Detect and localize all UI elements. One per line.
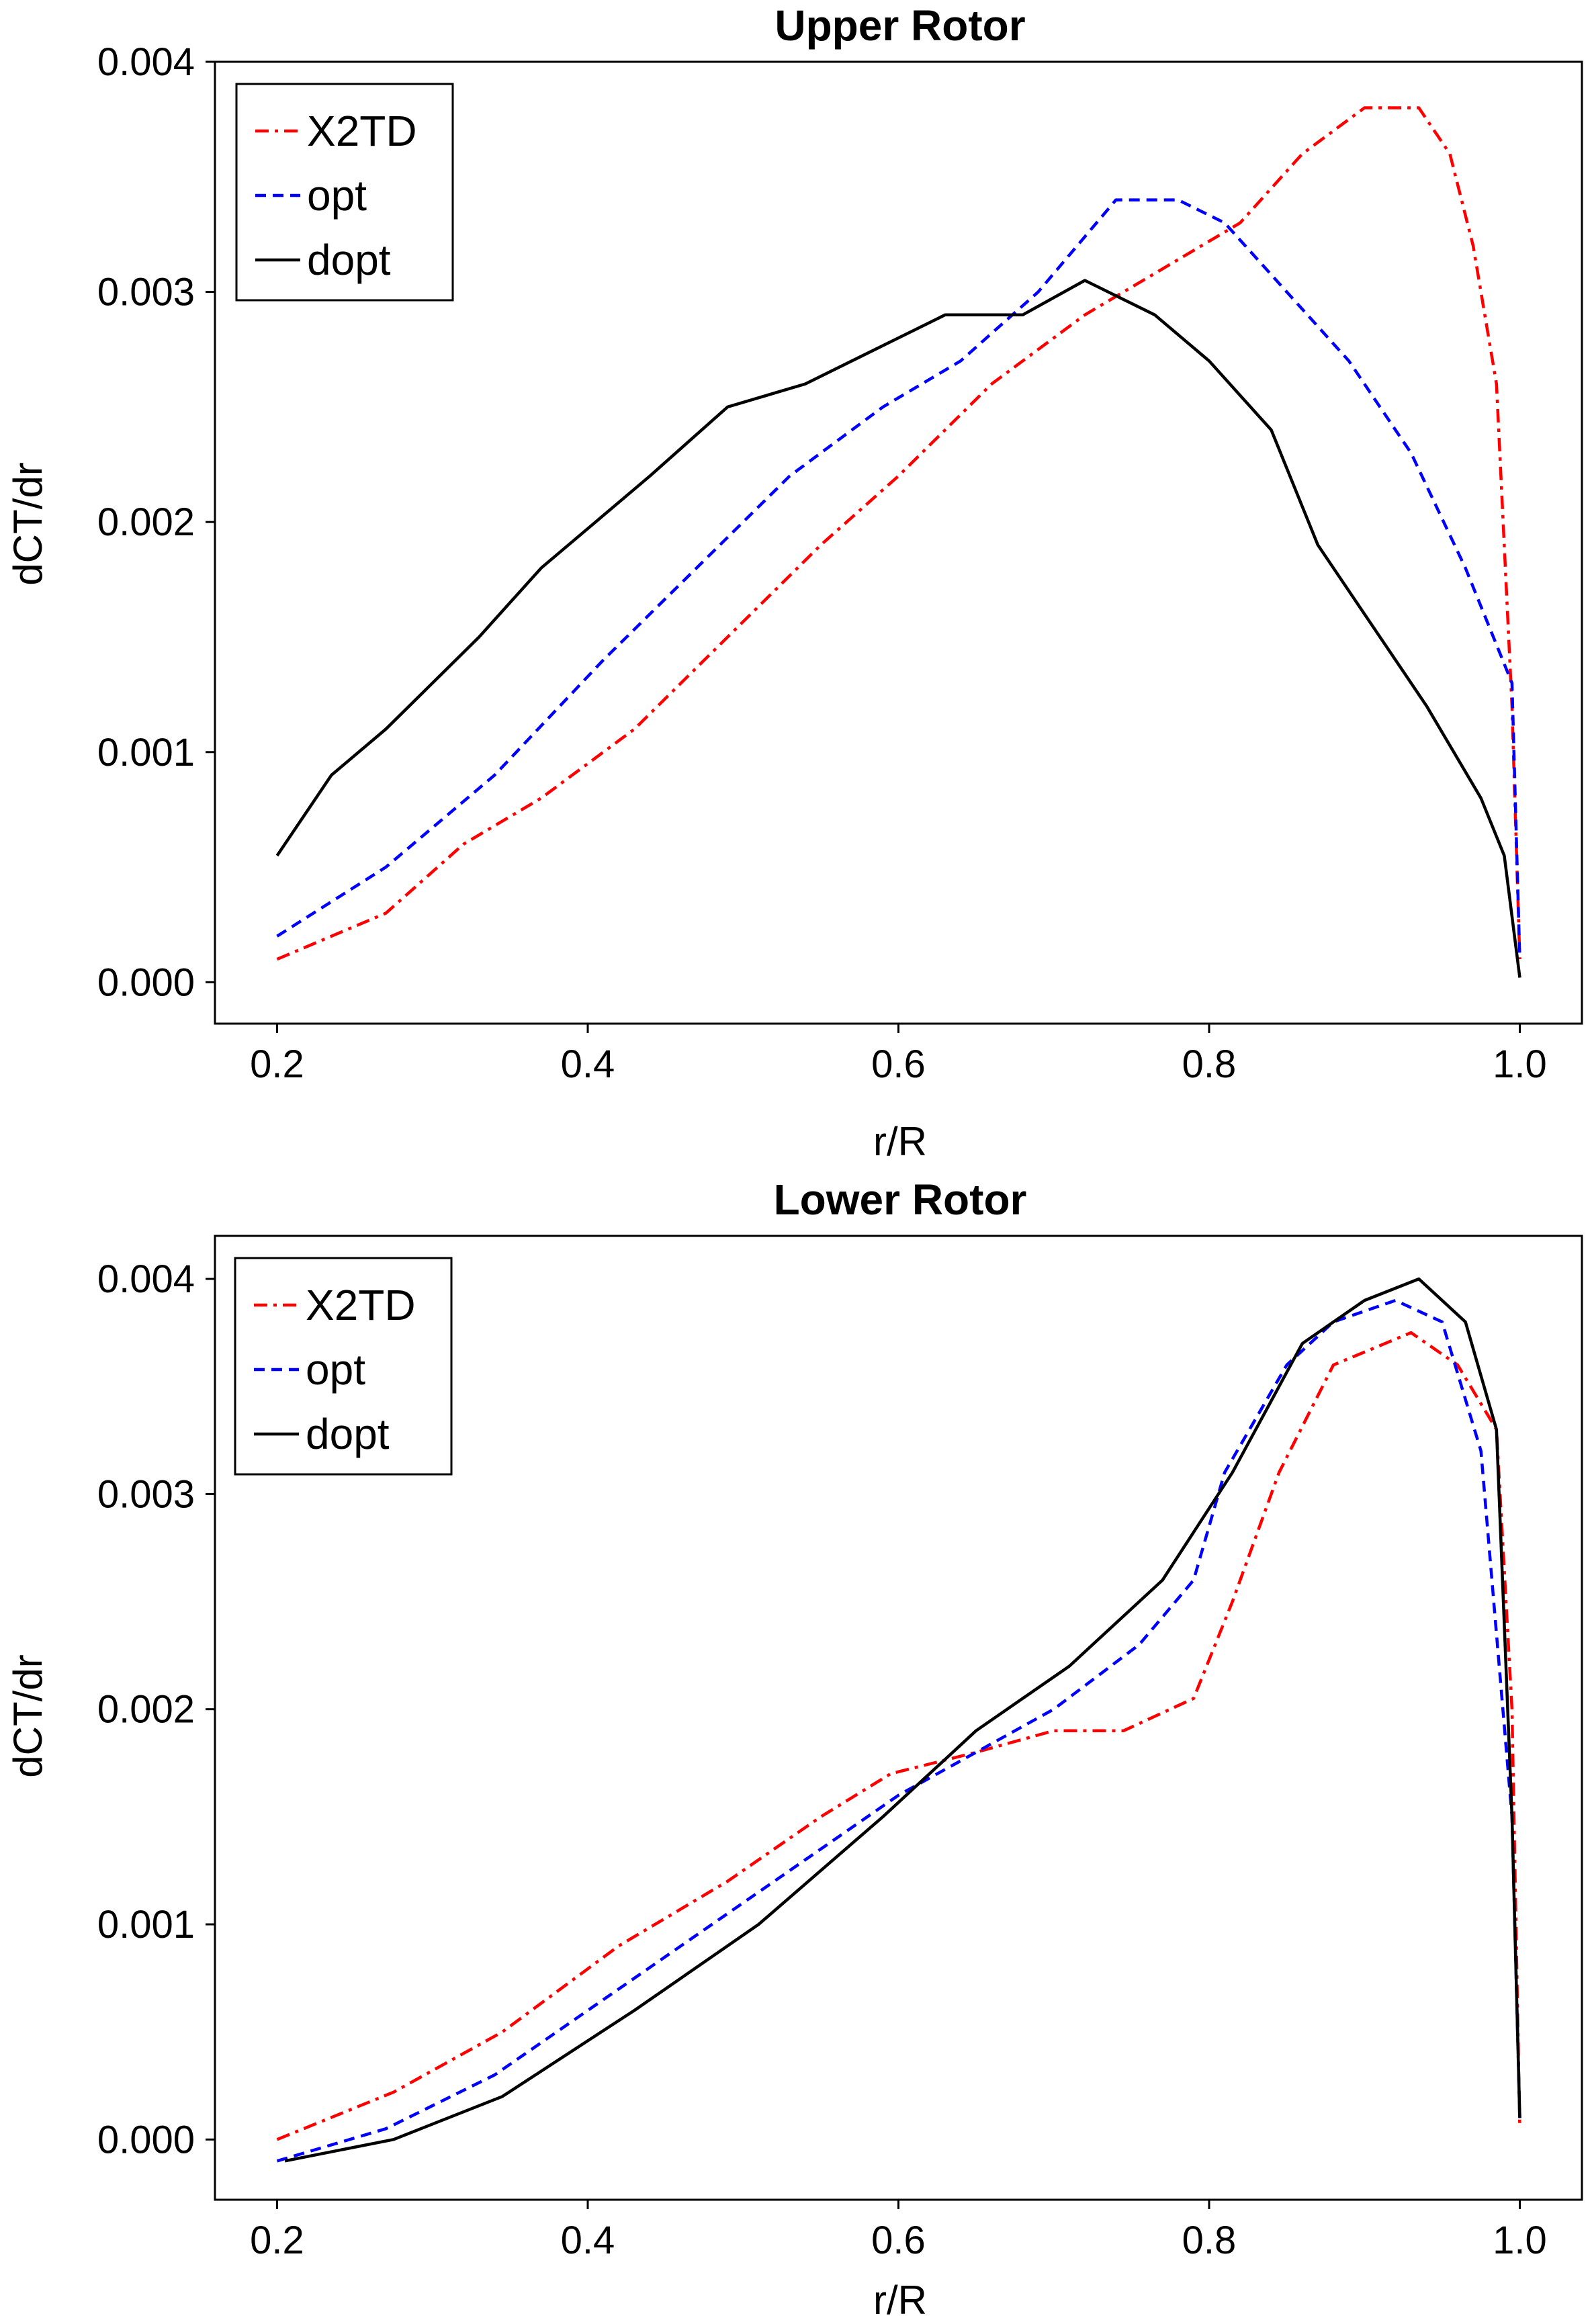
y-axis-label: dCT/dr: [5, 462, 50, 585]
legend-label-dopt: dopt: [307, 236, 391, 284]
y-tick-label: 0.003: [97, 271, 195, 314]
chart-title: Lower Rotor: [774, 1175, 1027, 1224]
legend: X2TD opt dopt: [235, 83, 454, 302]
series-lines: [275, 106, 1521, 978]
y-tick-label: 0.004: [97, 40, 195, 84]
series-line-dopt: [284, 1277, 1521, 2163]
axis-ticks: 0.2 0.4 0.6 0.8 1.0 0.000 0.001 0.002 0.003 0.004: [97, 1257, 1547, 2262]
y-tick-label: 0.002: [97, 1688, 195, 1732]
series-line-x2td: [276, 1331, 1521, 2141]
series-line-dopt: [275, 279, 1521, 978]
x-tick-label: 0.8: [1182, 2219, 1237, 2262]
x-axis-label: r/R: [873, 1119, 927, 1164]
series-line-x2td: [276, 106, 1521, 961]
y-tick-label: 0.004: [97, 1257, 195, 1301]
axis-ticks: 0.2 0.4 0.6 0.8 1.0 0.000 0.001 0.002 0.003 0.004: [97, 40, 1547, 1086]
legend: X2TD opt dopt: [234, 1257, 453, 1476]
x-axis-label: r/R: [873, 2278, 927, 2323]
lower-rotor-chart: Lower Rotor dCT/dr r/R 0.2 0.4 0.6 0.8 1.00.…: [5, 1175, 1583, 2323]
plot-frame: [214, 60, 1583, 1025]
y-tick-label: 0.001: [97, 1903, 195, 1947]
legend-box: [235, 83, 454, 302]
legend-label-dopt: dopt: [306, 1410, 390, 1458]
y-axis-label: dCT/dr: [5, 1654, 50, 1777]
x-tick-label: 0.4: [561, 2219, 615, 2262]
y-tick-label: 0.003: [97, 1472, 195, 1516]
legend-label-x2td: X2TD: [307, 107, 417, 155]
x-tick-label: 0.8: [1182, 1042, 1237, 1086]
upper-rotor-chart: Upper Rotor dCT/dr r/R 0.2 0.4 0.6 0.8 1.00.…: [5, 1, 1583, 1164]
chart-title: Upper Rotor: [775, 1, 1025, 50]
series-lines: [276, 1277, 1521, 2163]
y-tick-label: 0.000: [97, 2118, 195, 2161]
series-line-opt: [276, 198, 1521, 960]
legend-label-opt: opt: [306, 1345, 365, 1394]
x-tick-label: 0.4: [561, 1042, 615, 1086]
legend-label-x2td: X2TD: [306, 1281, 416, 1329]
x-tick-label: 0.6: [871, 1042, 926, 1086]
legend-label-opt: opt: [307, 171, 367, 220]
legend-box: [234, 1257, 453, 1476]
series-line-opt: [276, 1298, 1521, 2163]
x-tick-label: 1.0: [1493, 2219, 1547, 2262]
x-tick-label: 1.0: [1493, 1042, 1547, 1086]
plot-frame: [214, 1235, 1583, 2201]
y-tick-label: 0.001: [97, 731, 195, 774]
x-tick-label: 0.2: [250, 2219, 304, 2262]
x-tick-label: 0.6: [871, 2219, 926, 2262]
y-tick-label: 0.000: [97, 960, 195, 1004]
y-tick-label: 0.002: [97, 500, 195, 544]
x-tick-label: 0.2: [250, 1042, 304, 1086]
